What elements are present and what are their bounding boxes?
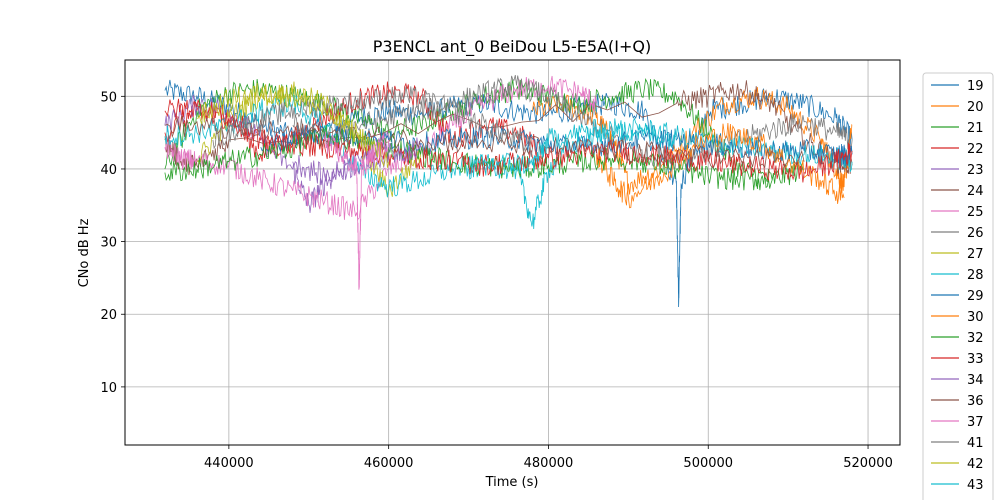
legend-label-28: 28 [967,268,984,283]
chart-title: P3ENCL ant_0 BeiDou L5-E5A(I+Q) [373,37,651,57]
series-line-30 [596,122,845,209]
legend-label-41: 41 [967,436,984,451]
legend-label-22: 22 [967,142,984,157]
legend-label-21: 21 [967,121,984,136]
legend: 19 20 21 22 23 24 25 26 27 28 29 30 32 33 34 36 37 41 42 43… [922,72,994,500]
series-line-28 [164,95,853,230]
legend-label-42: 42 [967,457,984,472]
legend-label-20: 20 [967,100,984,115]
y-tick-label: 10 [100,381,117,396]
legend-label-32: 32 [967,331,984,346]
legend-label-43: 43 [967,478,984,493]
series-line-19 [164,79,853,308]
legend-label-25: 25 [967,205,984,220]
y-axis: 10 20 30 40 50 [100,90,125,396]
x-tick-label: 440000 [204,456,254,471]
x-tick-label: 460000 [364,456,414,471]
series-line-36 [164,115,805,169]
plot-area [164,75,853,308]
x-axis-label: Time (s) [485,475,539,490]
grid [125,60,900,445]
legend-label-34: 34 [967,373,984,388]
y-tick-label: 30 [100,236,117,251]
x-tick-label: 520000 [843,456,893,471]
legend-label-24: 24 [967,184,984,199]
legend-label-19: 19 [967,79,984,94]
legend-label-33: 33 [967,352,984,367]
legend-label-26: 26 [967,226,984,241]
legend-box [922,72,994,500]
legend-label-37: 37 [967,415,984,430]
y-tick-label: 50 [100,90,117,105]
y-tick-label: 20 [100,308,117,323]
legend-label-27: 27 [967,247,984,262]
series-line-41 [212,86,533,158]
x-tick-label: 480000 [524,456,574,471]
series-line-20 [532,87,853,195]
legend-label-23: 23 [967,163,984,178]
y-tick-label: 40 [100,163,117,178]
x-axis: 440000 460000 480000 500000 520000 [204,445,893,471]
series-line-21 [164,78,805,187]
series-line-37 [324,131,390,290]
x-tick-label: 500000 [683,456,733,471]
series-line-26 [292,75,853,170]
legend-label-29: 29 [967,289,984,304]
plot-frame [124,59,901,446]
legend-label-36: 36 [967,394,984,409]
series-line-32 [164,124,773,191]
legend-label-30: 30 [967,310,984,325]
y-axis-label: CNo dB Hz [77,218,92,287]
series-line-43 [468,118,677,180]
series-line-42 [196,82,390,168]
